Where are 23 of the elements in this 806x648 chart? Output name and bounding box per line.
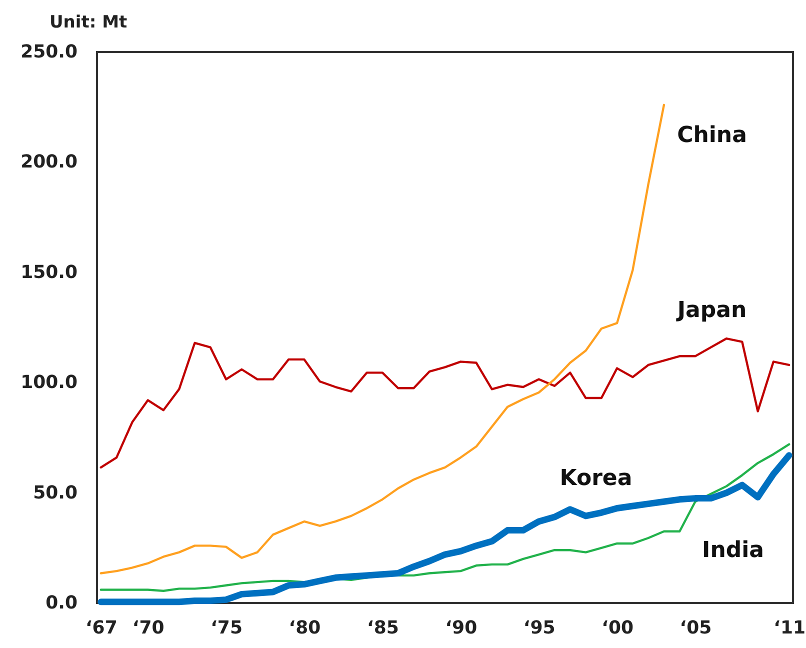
x-tick-label: ‘75 [210,618,242,638]
line-series [100,104,666,574]
x-tick-label: ‘11 [774,618,806,638]
y-tick-label: 0.0 [46,592,78,614]
y-axis-title: Unit: Mt [50,12,128,32]
series-label: China [677,123,747,148]
x-tick-label: ‘80 [288,618,321,638]
x-tick-label: ‘95 [523,618,556,638]
x-tick-label: ‘70 [132,618,164,638]
y-tick-label: 100.0 [20,372,78,394]
line-series [100,337,790,469]
x-tick-label: ‘05 [680,618,712,638]
series-label: Korea [560,466,632,491]
x-tick-label: ‘90 [445,618,478,638]
series-label: India [702,538,764,563]
series-label: Japan [675,298,747,323]
y-tick-label: 200.0 [20,152,78,173]
y-tick-label: 250.0 [20,42,78,62]
y-tick-label: 50.0 [33,482,78,504]
x-tick-label: ‘00 [602,618,634,638]
y-tick-label: 150.0 [20,262,78,283]
x-tick-label: ‘67 [85,618,118,638]
x-tick-label: ‘85 [366,618,399,638]
